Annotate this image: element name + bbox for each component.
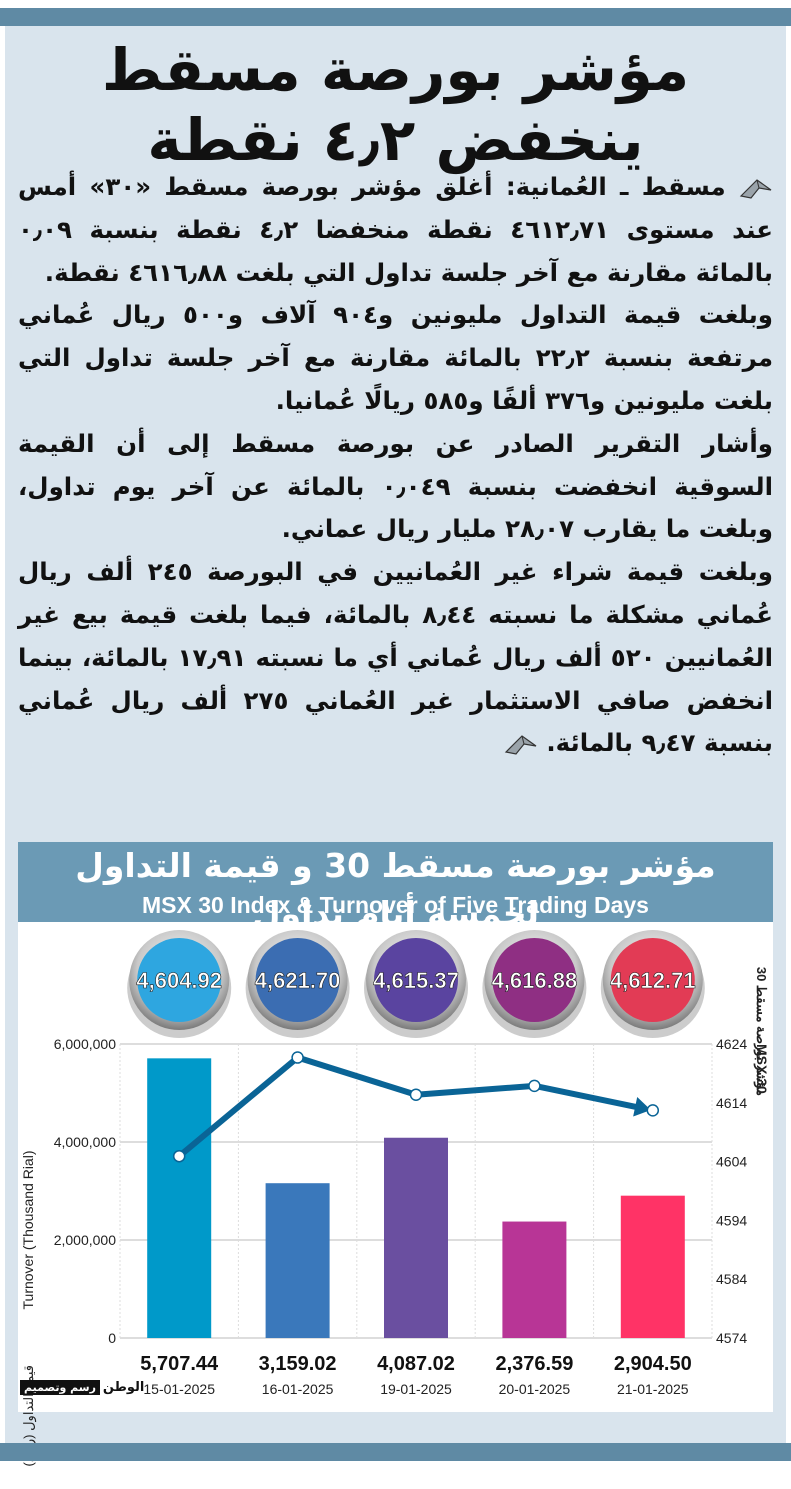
headline: مؤشر بورصة مسقط ينخفض ٤٫٢ نقطة [101,36,690,174]
chart-title-bar [18,842,773,922]
article-body: مسقط ـ العُمانية: أغلق مؤشر بورصة مسقط «… [18,166,773,765]
chart-title-english: MSX 30 Index & Turnover of Five Trading … [142,892,649,918]
bird-icon [739,179,772,199]
article-paragraph-3: وأشار التقرير الصادر عن بورصة مسقط إلى أ… [18,428,773,544]
article-text-4: وبلغت قيمة شراء غير العُمانيين في البورص… [18,557,774,758]
article-paragraph-2: وبلغت قيمة التداول مليونين و٩٠٤ آلاف و٥٠… [18,300,773,415]
article-paragraph-1: مسقط ـ العُمانية: أغلق مؤشر بورصة مسقط «… [18,166,773,294]
bottom-border [0,1443,791,1461]
article-text-1: مسقط ـ العُمانية: أغلق مؤشر بورصة مسقط «… [18,172,773,287]
article-paragraph-4: وبلغت قيمة شراء غير العُمانيين في البورص… [18,551,773,765]
top-border [0,8,791,26]
alwatan-logo: الوطن [102,1379,145,1395]
bird-end-icon [504,735,537,756]
credit: الوطن رسم وتصميم [20,1377,144,1397]
chart-title-arabic: مؤشر بورصة مسقط 30 و قيمة التداول لخمسة … [75,846,716,933]
credit-label: رسم وتصميم [20,1379,100,1395]
